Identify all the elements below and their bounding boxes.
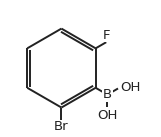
Text: OH: OH (97, 109, 118, 122)
Text: Br: Br (54, 120, 69, 133)
Text: B: B (103, 88, 112, 101)
Text: F: F (103, 28, 111, 42)
Text: OH: OH (120, 81, 140, 94)
